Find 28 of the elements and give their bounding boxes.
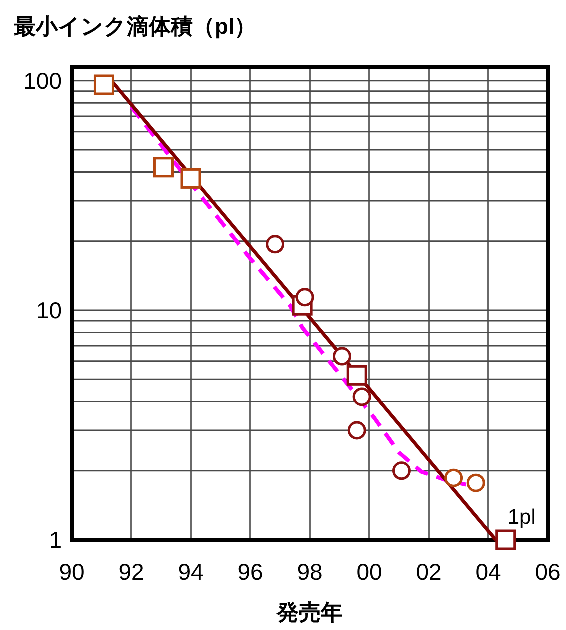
x-tick-label: 00 [356,559,382,585]
x-tick-label: 02 [416,559,442,585]
x-axis-title: 発売年 [276,600,343,625]
y-tick-label: 10 [36,297,62,324]
point [266,235,285,254]
y-tick-label: 1 [49,527,62,553]
annotation: 1pl [508,506,536,529]
point [496,530,516,550]
point [180,168,202,189]
point [94,74,114,96]
x-tick-label: 98 [297,559,323,585]
point [153,157,174,178]
point [352,388,372,406]
point [466,474,486,492]
point [348,421,366,440]
point [296,288,314,307]
chart-title: 最小インク滴体積（pl） [13,14,257,39]
point [444,468,464,488]
y-tick-label: 100 [24,68,62,94]
point [392,462,411,480]
x-tick-label: 04 [476,559,502,585]
x-tick-label: 96 [238,559,264,585]
point [332,347,352,366]
point [346,365,368,386]
x-tick-label: 92 [118,559,144,585]
x-tick-label: 90 [59,559,85,585]
x-tick-label: 94 [178,559,204,585]
x-tick-label: 06 [535,559,561,585]
